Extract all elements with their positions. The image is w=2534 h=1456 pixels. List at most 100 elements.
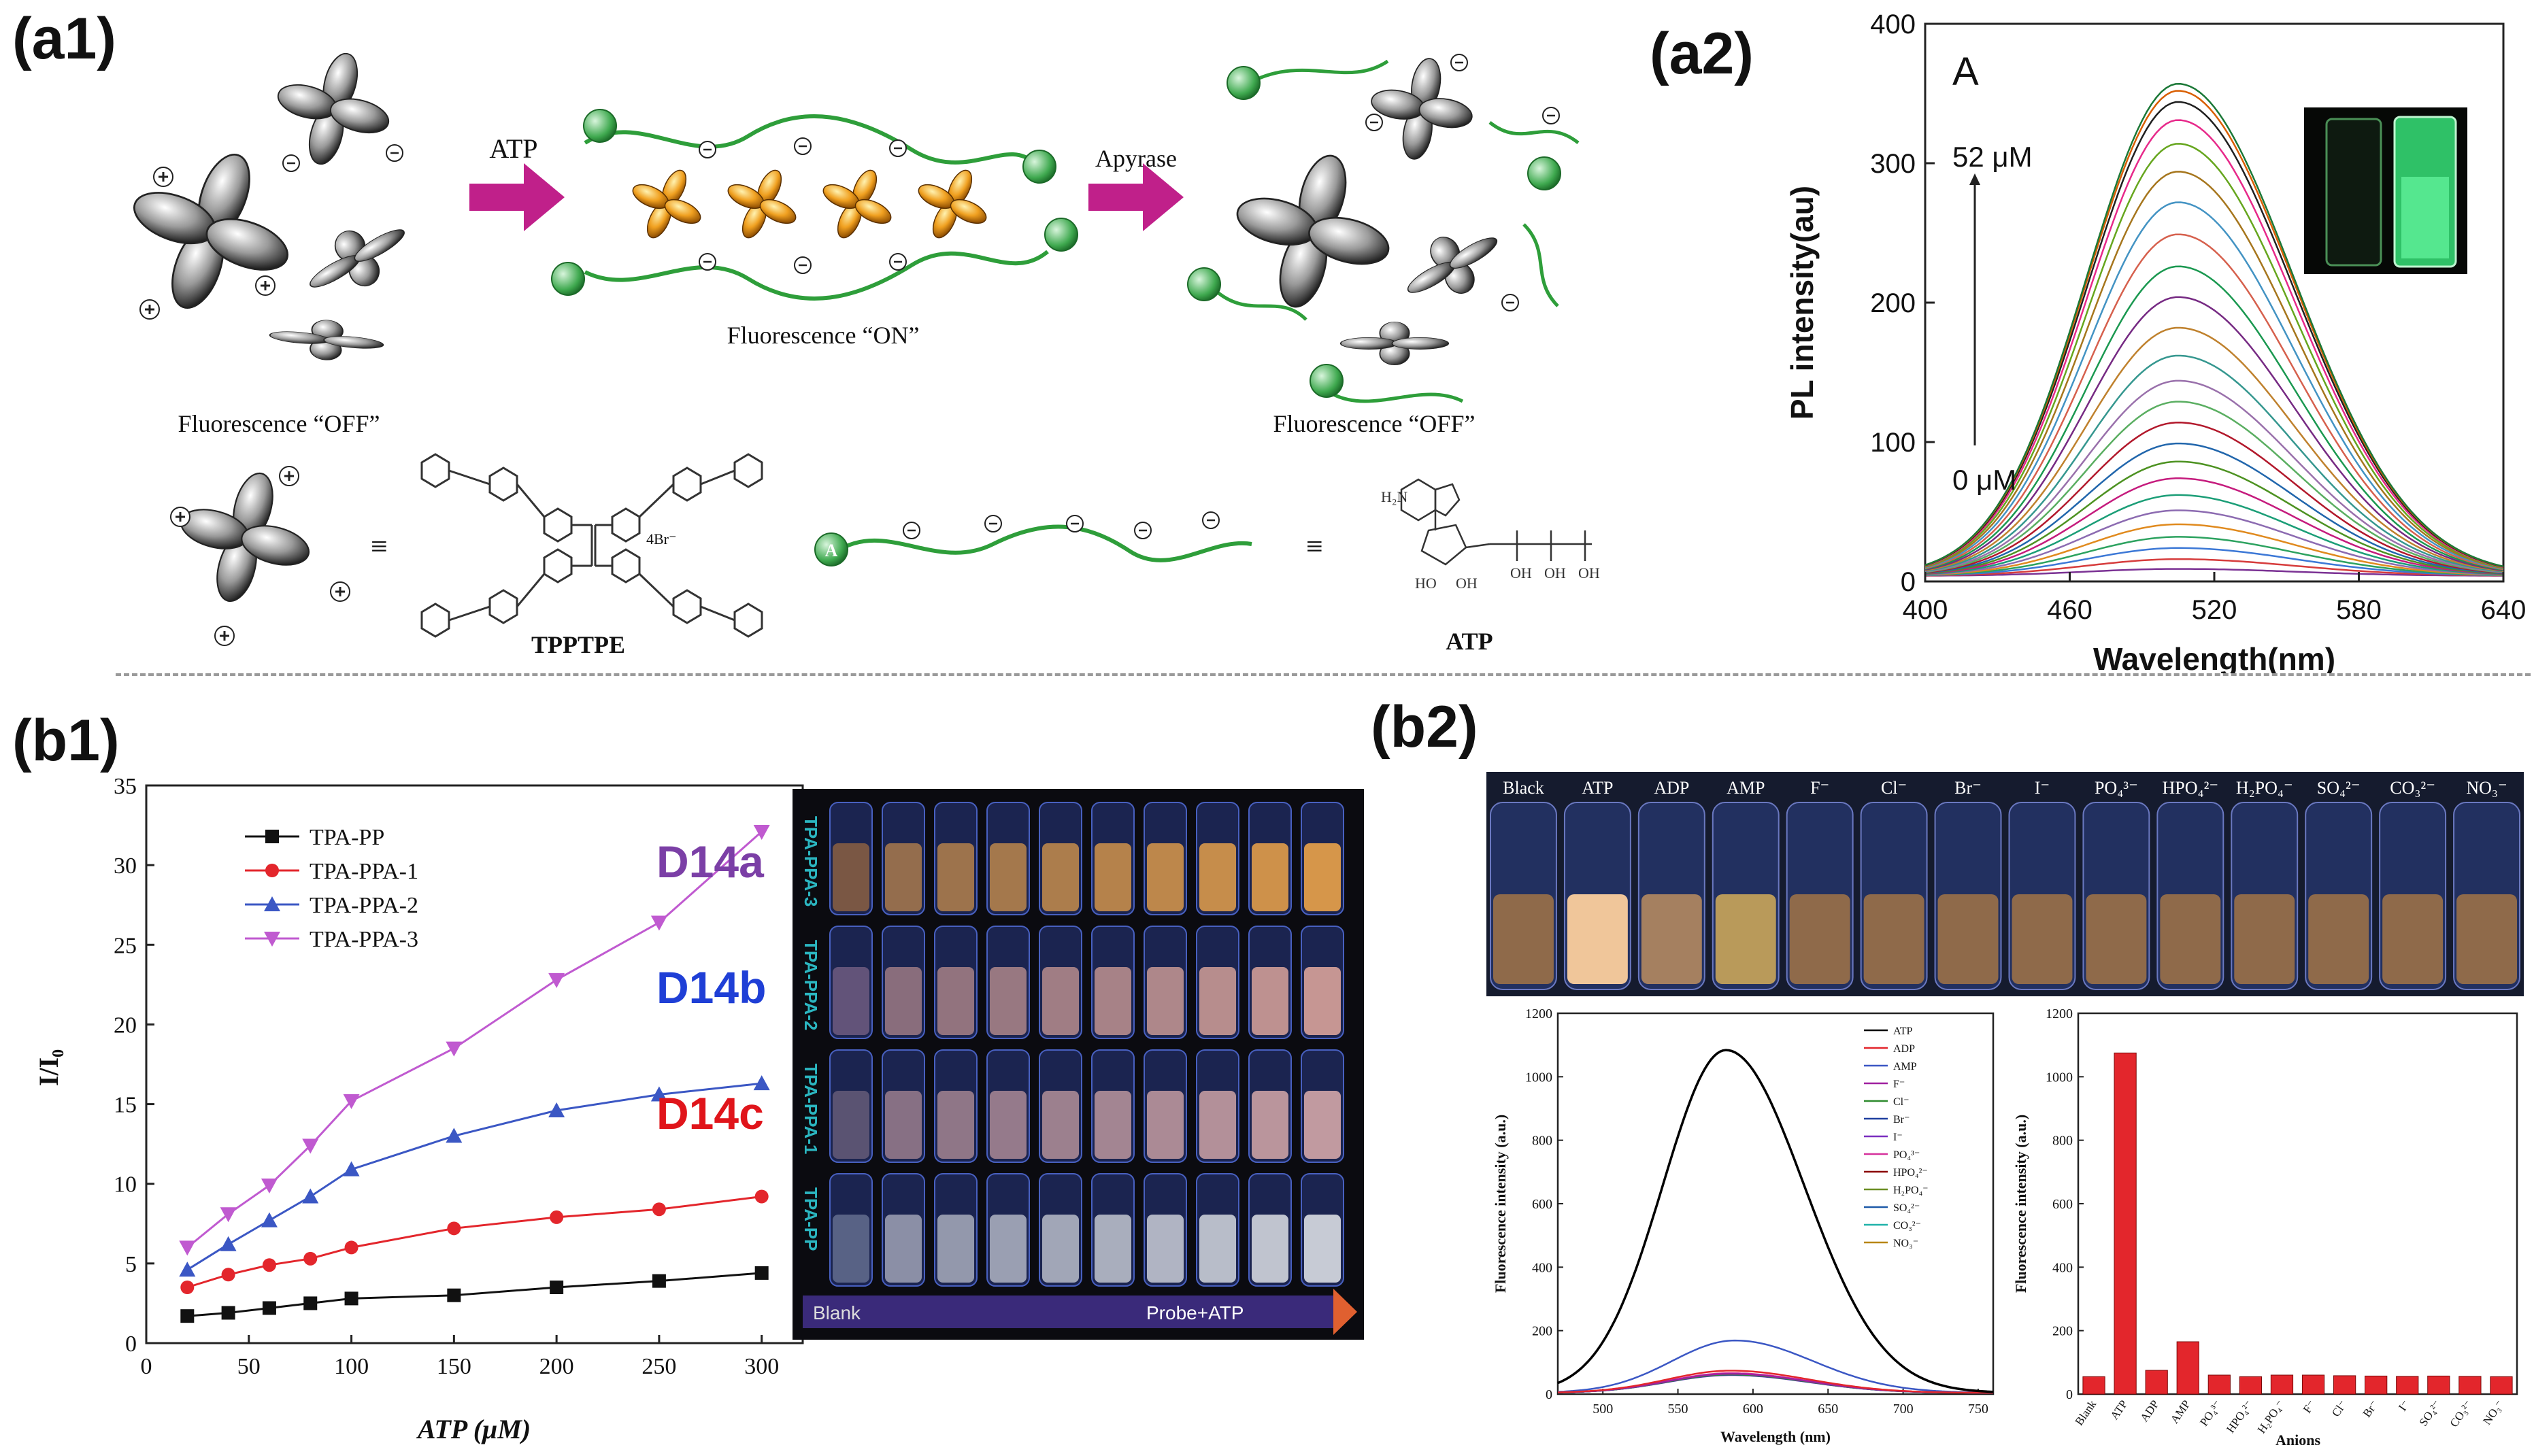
b2-vial-photo: Black ATP ADP AMP F⁻ Cl⁻ Br⁻ I⁻ PO₄³⁻ HPO₄²⁻ H₂PO₄… xyxy=(1486,772,2524,996)
b1-xtick-label-0: 0 xyxy=(141,1354,152,1379)
b2-vial-row: Black ATP ADP AMP F⁻ Cl⁻ Br⁻ I⁻ PO₄³⁻ HPO₄²⁻ H₂PO₄… xyxy=(1490,778,2520,990)
b2-spec-xtick-label-0: 500 xyxy=(1593,1402,1613,1417)
a1-probe-icon xyxy=(163,456,351,647)
b1-point-3-6 xyxy=(548,972,565,988)
b2-vial-8-liquid xyxy=(2086,894,2147,984)
b2-bar-label-9: Br⁻ xyxy=(2360,1398,2380,1419)
b2-vial-label-1: ATP xyxy=(1582,778,1613,798)
b1-label-d14c: D14c xyxy=(656,1088,764,1138)
b1-point-2-2 xyxy=(261,1212,278,1228)
b1-photo-row-label-3: TPA-PP xyxy=(801,1187,821,1251)
atp-strand-icon xyxy=(814,511,1252,566)
b2-vial-label-10: H₂PO₄⁻ xyxy=(2236,778,2293,798)
b2-vial-label-11: SO₄²⁻ xyxy=(2317,778,2361,798)
b1-vial-2-8-liquid xyxy=(1252,1091,1288,1159)
b1-point-2-6 xyxy=(548,1102,565,1117)
a2-spectrum-curve-3 xyxy=(1924,536,2504,576)
a2-spectrum-curve-9 xyxy=(1924,442,2504,575)
b2-bar-ytick-label-5: 1000 xyxy=(2046,1070,2073,1085)
b1-vial-2-1-liquid xyxy=(885,1091,922,1159)
b2-spec-curve-2 xyxy=(1557,1339,1993,1394)
b1-legend-marker-2 xyxy=(264,896,280,911)
b2-bar-ytick-label-3: 600 xyxy=(2052,1197,2073,1212)
b1-point-1-1 xyxy=(221,1268,235,1282)
b1-ratio-chart: 0 50 100 150 200 250 300 0 5 10 15 20 25 30 35 TPA-PP T… xyxy=(33,774,804,1444)
a2-spectrum-curve-8 xyxy=(1924,460,2504,575)
b1-xlabel: ATP (μM) xyxy=(416,1414,531,1444)
b1-ytick-label-1: 5 xyxy=(125,1252,137,1277)
a2-xtick-label-3: 580 xyxy=(2336,595,2382,625)
b1-photo-row-label-0: TPA-PPA-3 xyxy=(801,816,821,907)
b1-vial-3-1-liquid xyxy=(885,1215,922,1283)
b1-vial-2-0-liquid xyxy=(833,1091,869,1159)
b2-spec-legend-label-5: Br⁻ xyxy=(1893,1114,1910,1125)
b1-vial-1-5-liquid xyxy=(1095,967,1131,1035)
a2-spectrum-curve-22 xyxy=(1924,101,2504,568)
b2-bar-3 xyxy=(2176,1341,2199,1395)
b1-legend-marker-1 xyxy=(265,864,279,877)
b1-vial-2-9-liquid xyxy=(1304,1091,1341,1159)
b2-spec-ylabel: Fluorescence intensity (a.u.) xyxy=(1492,1115,1509,1293)
a2-inset-cuvette-photo xyxy=(2304,107,2467,274)
b2-spec-legend-label-4: Cl⁻ xyxy=(1893,1096,1910,1108)
tpptpe-label: TPPTPE xyxy=(531,631,625,658)
a1-arrow-apyrase xyxy=(1088,163,1184,231)
b2-spec-xlabel: Wavelength (nm) xyxy=(1720,1428,1831,1445)
b1-legend-label-2: TPA-PPA-2 xyxy=(310,893,418,918)
b2-bar-2 xyxy=(2145,1370,2168,1395)
b2-vial-label-13: NO₃⁻ xyxy=(2466,778,2507,798)
b2-vial-7-liquid xyxy=(2012,894,2073,984)
b2-vial-12-liquid xyxy=(2382,894,2444,984)
b2-bar-ytick-label-4: 800 xyxy=(2052,1134,2073,1149)
b1-vial-1-8-liquid xyxy=(1252,967,1288,1035)
b1-vial-0-7-liquid xyxy=(1199,843,1236,911)
b2-vial-2-liquid xyxy=(1641,894,1702,984)
a1-on-assembly xyxy=(551,109,1078,301)
b1-vial-grid: TPA-PPA-3 TPA-PPA-2 TPA-PPA-1 TPA-PP Blank Pr… xyxy=(801,802,1357,1335)
b1-xtick-label-3: 150 xyxy=(437,1354,471,1379)
a2-ytick-label-1: 100 xyxy=(1870,428,1916,458)
b2-bar-6 xyxy=(2270,1374,2294,1395)
b1-vial-3-5-liquid xyxy=(1095,1215,1131,1283)
b1-point-0-3 xyxy=(303,1296,318,1310)
b1-ytick-label-2: 10 xyxy=(114,1172,137,1198)
b2-bar-0 xyxy=(2082,1376,2105,1395)
b1-vial-0-9-liquid xyxy=(1304,843,1341,911)
b1-xtick-label-4: 200 xyxy=(539,1354,574,1379)
b2-vial-label-9: HPO₄²⁻ xyxy=(2163,778,2219,798)
b1-point-2-7 xyxy=(650,1086,667,1102)
b1-point-2-4 xyxy=(343,1161,360,1176)
b1-point-1-5 xyxy=(447,1221,461,1236)
a2-spectrum-curve-17 xyxy=(1924,233,2504,571)
b1-ytick-label-7: 35 xyxy=(114,774,137,799)
b1-point-3-3 xyxy=(302,1138,319,1154)
b2-spec-legend-label-10: SO₄²⁻ xyxy=(1893,1202,1920,1214)
b1-vial-1-1-liquid xyxy=(885,967,922,1035)
b2-spec-ytick-label-5: 1000 xyxy=(1525,1070,1552,1085)
b1-ytick-label-6: 30 xyxy=(114,853,137,879)
b1-vial-0-1-liquid xyxy=(885,843,922,911)
b2-spec-legend-label-1: ADP xyxy=(1893,1043,1915,1055)
b1-vial-1-3-liquid xyxy=(990,967,1027,1035)
panel-label-b1: (b1) xyxy=(12,708,120,773)
a2-xtick-label-4: 640 xyxy=(2481,595,2527,625)
b2-bar-label-5: HPO₄²⁻ xyxy=(2224,1398,2256,1435)
b1-photo-row-label-2: TPA-PPA-1 xyxy=(801,1064,821,1154)
b2-spec-ytick-label-1: 200 xyxy=(1532,1324,1552,1339)
b1-point-0-7 xyxy=(652,1274,666,1288)
b1-point-2-1 xyxy=(220,1236,237,1251)
b2-bar-label-13: NO₃⁻ xyxy=(2480,1398,2506,1427)
b2-bar-7 xyxy=(2301,1374,2325,1395)
b1-point-2-3 xyxy=(302,1188,319,1204)
b1-vial-3-3-liquid xyxy=(990,1215,1027,1283)
b1-point-0-6 xyxy=(550,1281,564,1294)
b2-bar-ytick-label-0: 0 xyxy=(2066,1387,2073,1402)
section-divider xyxy=(116,673,2531,676)
b1-point-0-8 xyxy=(754,1266,769,1280)
atp-structure xyxy=(1400,478,1592,566)
b2-bar-label-11: SO₄²⁻ xyxy=(2417,1398,2444,1428)
b1-vial-3-2-liquid xyxy=(937,1215,974,1283)
b1-vial-1-6-liquid xyxy=(1147,967,1184,1035)
b2-vial-label-2: ADP xyxy=(1654,778,1689,798)
b2-vial-0-liquid xyxy=(1493,894,1554,984)
